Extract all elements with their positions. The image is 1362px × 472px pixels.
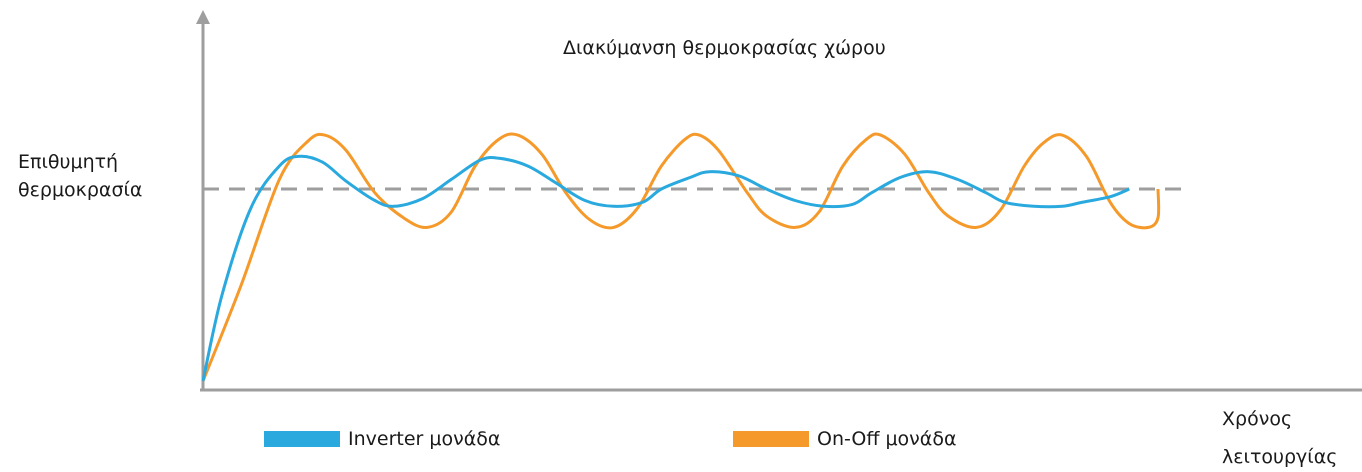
chart-series-group [201, 132, 1161, 382]
legend-label-onoff: On-Off μονάδα [817, 428, 957, 450]
legend-swatch-onoff [733, 431, 809, 447]
legend-item-inverter: Inverter μονάδα [264, 428, 500, 450]
legend-item-onoff: On-Off μονάδα [733, 428, 956, 450]
chart-axes [196, 10, 1362, 392]
y-axis-label-line2: θερμοκρασία [18, 179, 143, 201]
legend-label-inverter: Inverter μονάδα [348, 428, 501, 450]
y-axis-arrow [196, 10, 210, 24]
legend-swatch-inverter [264, 431, 340, 447]
x-axis-label-line2: λειτουργίας [1222, 446, 1338, 468]
x-axis-label-line1: Χρόνος [1222, 408, 1293, 430]
series-line-inverter [201, 154, 1130, 382]
chart-title: Διακύμανση θερμοκρασίας χώρου [563, 37, 886, 59]
series-line-onoff [201, 132, 1161, 382]
y-axis-label-line1: Επιθυμητή [18, 151, 119, 173]
